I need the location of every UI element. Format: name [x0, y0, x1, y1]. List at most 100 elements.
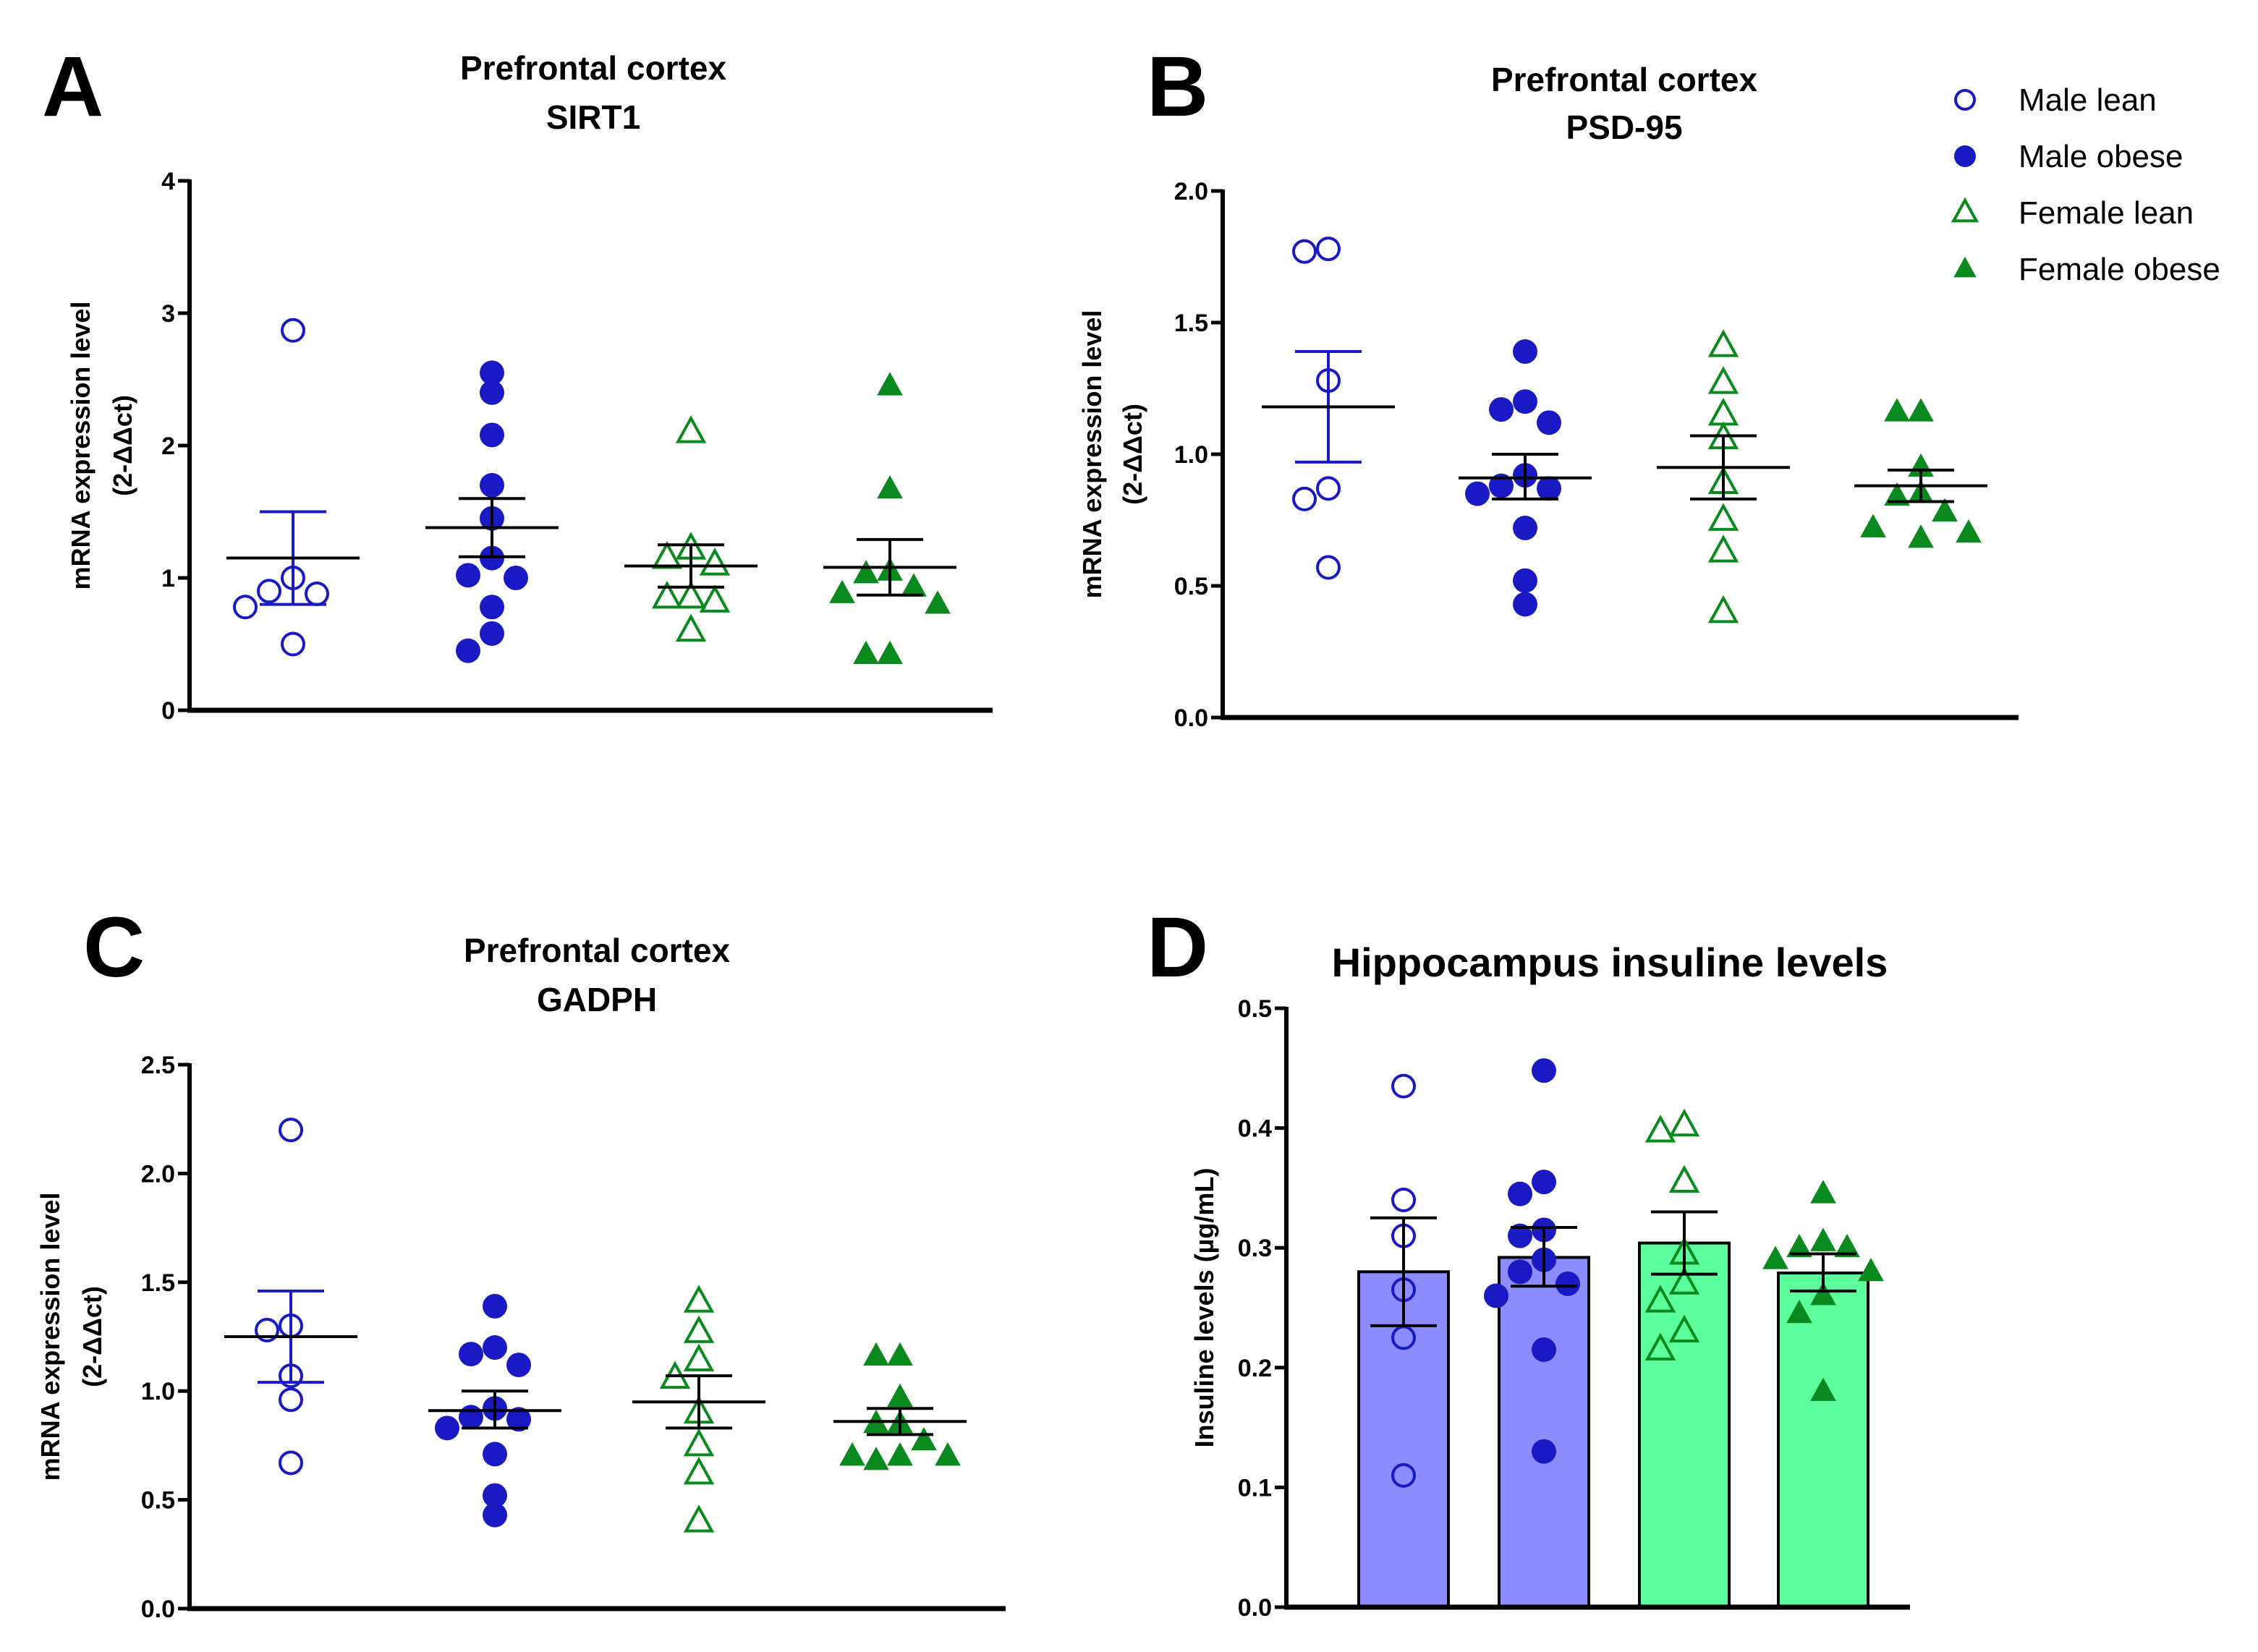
data-point — [853, 560, 879, 584]
panel-title: PSD-95 — [1566, 108, 1682, 146]
data-point — [480, 472, 504, 498]
data-point — [683, 1315, 715, 1343]
data-point — [911, 1427, 937, 1451]
data-point — [1707, 397, 1739, 426]
data-point — [1316, 476, 1341, 501]
group-female-lean — [632, 1285, 765, 1533]
y-axis-label: (2-ΔΔct) — [77, 1286, 107, 1387]
data-point — [1513, 339, 1537, 365]
legend-item: Male lean — [1954, 82, 2157, 118]
data-point — [1508, 1181, 1532, 1206]
data-point — [853, 640, 879, 665]
group-female-lean — [1644, 1108, 1718, 1361]
data-point — [1858, 1257, 1884, 1282]
y-tick-label: 0.5 — [141, 1487, 175, 1515]
group-male-lean — [1262, 237, 1395, 580]
data-point — [1810, 1377, 1836, 1401]
data-point — [281, 318, 305, 343]
y-tick-label: 1.0 — [1174, 441, 1208, 469]
data-point — [279, 1450, 303, 1476]
data-point — [675, 415, 707, 443]
data-point — [877, 372, 903, 396]
y-axis-label: (2-ΔΔct) — [1118, 404, 1147, 505]
data-point — [699, 548, 731, 576]
group-female-lean — [624, 415, 757, 642]
y-tick-label: 1 — [161, 565, 175, 592]
y-axis-label: mRNA expression level — [35, 1193, 65, 1481]
data-point — [1644, 1285, 1676, 1313]
y-tick-label: 0.0 — [1238, 1594, 1272, 1622]
legend-item: Male obese — [1954, 139, 2183, 174]
data-point — [504, 566, 528, 590]
data-point — [683, 1456, 715, 1485]
group-male-obese — [428, 1293, 561, 1528]
group-male-obese — [1459, 339, 1592, 617]
data-point — [1668, 1108, 1700, 1137]
legend-marker-filled-circle-icon — [1954, 145, 1976, 167]
data-point — [459, 1405, 483, 1430]
data-point — [1555, 1271, 1580, 1296]
data-point — [863, 1342, 889, 1366]
group-female-obese — [833, 1342, 967, 1470]
legend-marker-open-triangle-icon — [1951, 197, 1979, 223]
data-point — [1465, 481, 1490, 506]
legend: Male lean Male obese Female lean Female obe… — [1951, 82, 2220, 287]
group-male-lean — [224, 1117, 357, 1476]
data-point — [435, 1415, 459, 1441]
data-point — [480, 360, 504, 386]
data-point — [839, 1442, 865, 1466]
y-tick-label: 0.0 — [141, 1596, 175, 1623]
data-point — [901, 573, 927, 597]
y-tick-label: 1.0 — [141, 1378, 175, 1405]
legend-marker-filled-triangle-icon — [1953, 256, 1977, 278]
data-point — [506, 1407, 531, 1432]
data-point — [255, 1317, 279, 1342]
data-point — [1484, 1283, 1508, 1308]
data-point — [1908, 524, 1934, 548]
data-point — [877, 640, 903, 665]
data-point — [1292, 239, 1317, 264]
panel-title: Hippocampus insuline levels — [1332, 940, 1888, 985]
panel-letter: A — [42, 39, 103, 135]
data-point — [483, 1442, 507, 1467]
data-point — [1316, 237, 1341, 262]
panel-title: GADPH — [537, 981, 657, 1018]
y-tick-label: 0.0 — [1174, 704, 1208, 732]
data-point — [683, 1343, 715, 1372]
data-point — [480, 380, 504, 405]
legend-label: Female obese — [2019, 252, 2220, 287]
data-point — [483, 1293, 507, 1319]
y-axis-label: mRNA expression level — [1077, 310, 1107, 599]
data-point — [257, 579, 281, 604]
panel-title: SIRT1 — [546, 98, 640, 136]
y-axis-label: (2-ΔΔct) — [108, 395, 137, 496]
data-point — [1860, 514, 1886, 537]
data-point — [1513, 389, 1537, 414]
data-point — [887, 1383, 913, 1408]
y-tick-label: 4 — [161, 168, 175, 195]
data-point — [683, 1285, 715, 1313]
data-point — [1884, 398, 1910, 422]
data-point — [1532, 1439, 1556, 1464]
group-male-lean — [1370, 1073, 1437, 1488]
legend-item: Female obese — [1953, 252, 2220, 287]
data-point — [1508, 1259, 1532, 1285]
data-point — [279, 1117, 303, 1143]
data-point — [483, 1502, 507, 1528]
data-point — [1707, 329, 1739, 357]
data-point — [675, 613, 707, 642]
data-point — [1489, 473, 1514, 498]
y-tick-label: 2.0 — [1174, 178, 1208, 205]
data-point — [1513, 568, 1537, 593]
legend-marker-open-circle-icon — [1954, 89, 1976, 111]
data-point — [1884, 482, 1910, 506]
panel-b: B Prefrontal cortex PSD-95 mRNA expression … — [1077, 39, 2019, 732]
data-point — [1668, 1165, 1700, 1193]
group-female-obese — [1762, 1180, 1884, 1401]
data-point — [1707, 535, 1739, 563]
legend-label: Male obese — [2019, 139, 2183, 174]
data-point — [1668, 1314, 1700, 1343]
group-male-obese — [1484, 1058, 1580, 1464]
data-point — [1513, 515, 1537, 540]
